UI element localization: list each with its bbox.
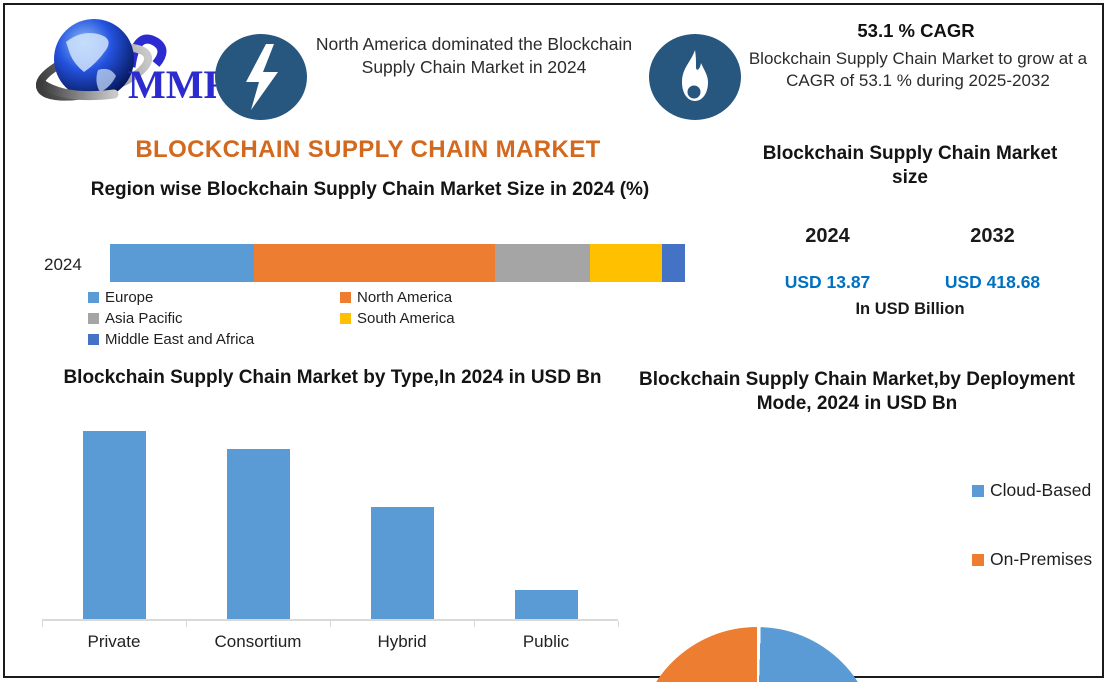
legend-swatch-icon xyxy=(88,292,99,303)
deployment-legend-item-1: On-Premises xyxy=(972,549,1092,570)
legend-swatch-icon xyxy=(972,484,984,497)
deployment-chart-title: Blockchain Supply Chain Market,by Deploy… xyxy=(638,369,1076,414)
market-size-values: USD 13.87 USD 418.68 xyxy=(745,272,1075,293)
market-size-value-end: USD 418.68 xyxy=(944,272,1041,292)
legend-item-1: North America xyxy=(340,289,590,306)
bar-hybrid xyxy=(370,507,434,619)
bar-label-1: Consortium xyxy=(214,632,302,651)
mmr-logo: MMR xyxy=(35,12,234,116)
legend-label: On-Premises xyxy=(990,549,1093,569)
type-bar-plot xyxy=(42,424,619,627)
bar-private xyxy=(82,431,146,619)
bar-column-1 xyxy=(186,424,330,619)
region-segment-4 xyxy=(662,244,685,282)
legend-label: Middle East and Africa xyxy=(105,331,255,348)
legend-swatch-icon xyxy=(340,313,351,324)
region-segment-0 xyxy=(110,244,254,282)
legend-label: North America xyxy=(357,289,453,306)
bar-column-0 xyxy=(42,424,186,619)
legend-item-3: South America xyxy=(340,310,590,327)
legend-label: Europe xyxy=(105,289,154,306)
axis-tick xyxy=(474,621,475,627)
legend-swatch-icon xyxy=(972,553,984,566)
axis-tick xyxy=(330,621,331,627)
legend-swatch-icon xyxy=(88,313,99,324)
region-segment-2 xyxy=(495,244,591,282)
bar-label-0: Private xyxy=(87,632,141,651)
region-segment-3 xyxy=(590,244,662,282)
axis-tick xyxy=(618,621,619,627)
axis-tick xyxy=(42,621,43,627)
market-size-value-start: USD 13.87 xyxy=(784,272,871,292)
legend-label: Cloud-Based xyxy=(990,480,1092,500)
deployment-donut xyxy=(637,627,877,682)
legend-item-2: Asia Pacific xyxy=(88,310,338,327)
cagr-heading: 53.1 % CAGR xyxy=(857,20,975,41)
region-segment-1 xyxy=(253,244,496,282)
type-chart-title: Blockchain Supply Chain Market by Type,I… xyxy=(63,367,602,388)
cagr-description: Blockchain Supply Chain Market to grow a… xyxy=(748,49,1088,91)
deployment-legend-item-0: Cloud-Based xyxy=(972,480,1092,501)
type-bar-labels: Private Consortium Hybrid Public xyxy=(42,632,618,652)
legend-item-4: Middle East and Africa xyxy=(88,331,338,348)
flame-icon xyxy=(648,32,742,122)
bar-public xyxy=(514,590,578,619)
legend-swatch-icon xyxy=(88,334,99,345)
market-size-title: Blockchain Supply Chain Market size xyxy=(762,143,1058,188)
bar-label-3: Public xyxy=(522,632,570,651)
market-size-unit: In USD Billion xyxy=(855,300,965,318)
bar-column-2 xyxy=(330,424,474,619)
bar-consortium xyxy=(226,449,290,619)
legend-label: South America xyxy=(357,310,455,327)
page-title: BLOCKCHAIN SUPPLY CHAIN MARKET xyxy=(135,136,601,163)
market-size-year-end: 2032 xyxy=(970,225,1015,247)
market-size-year-start: 2024 xyxy=(805,225,850,247)
region-chart-title: Region wise Blockchain Supply Chain Mark… xyxy=(90,179,650,200)
region-legend: Europe North America Asia Pacific South Ame… xyxy=(88,289,590,348)
globe-icon: MMR xyxy=(35,19,234,107)
legend-label: Asia Pacific xyxy=(105,310,183,327)
legend-swatch-icon xyxy=(340,292,351,303)
axis-tick xyxy=(186,621,187,627)
bar-column-3 xyxy=(474,424,618,619)
headline-fact: North America dominated the Blockchain S… xyxy=(315,34,633,78)
lightning-icon xyxy=(214,32,308,122)
logo-text: MMR xyxy=(128,62,216,107)
legend-item-0: Europe xyxy=(88,289,338,306)
region-stacked-bar xyxy=(110,244,685,282)
region-bar-category: 2024 xyxy=(44,255,82,274)
bar-label-2: Hybrid xyxy=(377,632,427,651)
deployment-legend: Cloud-Based On-Premises xyxy=(972,480,1092,570)
market-size-years: 2024 2032 xyxy=(745,225,1075,248)
